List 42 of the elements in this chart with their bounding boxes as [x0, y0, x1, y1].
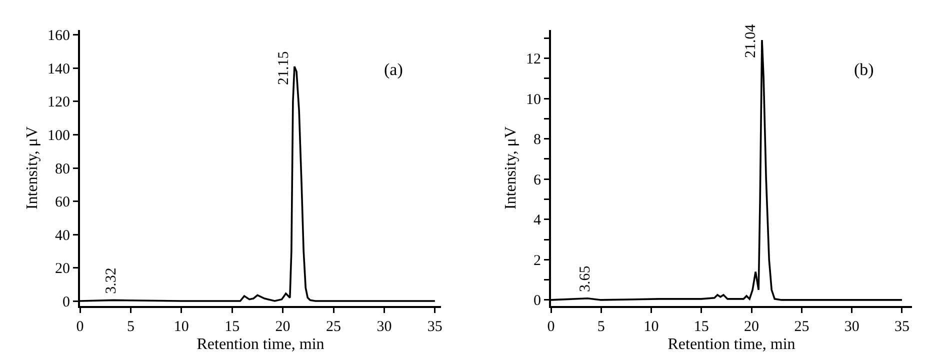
x-axis-title: Retention time, min [668, 336, 796, 354]
annotation: (b) [854, 60, 874, 79]
y-tick-label: 2 [534, 252, 541, 269]
x-axis-title: Retention time, min [196, 336, 324, 354]
x-tick-label: 35 [427, 319, 442, 335]
annotation: 3.65 [577, 266, 594, 292]
x-tick-label: 10 [644, 319, 659, 335]
y-tick-label: 120 [48, 94, 70, 111]
x-tick-label: 30 [844, 319, 860, 335]
y-axis-title: Intensity, μV [502, 126, 520, 210]
x-tick-label: 0 [76, 319, 84, 335]
x-tick-label: 20 [744, 319, 760, 335]
y-tick-label: 0 [62, 294, 70, 310]
y-tick-label: 6 [534, 172, 542, 188]
x-tick-label: 25 [794, 319, 810, 335]
y-tick-label: 100 [48, 128, 70, 144]
y-tick-label: 10 [526, 92, 541, 108]
y-tick-label: 12 [526, 51, 541, 68]
y-tick-label: 140 [48, 61, 70, 78]
x-tick-label: 30 [376, 319, 392, 335]
y-axis-title: Intensity, μV [24, 126, 41, 210]
x-tick-label: 20 [275, 319, 290, 335]
x-tick-label: 15 [224, 319, 240, 335]
y-tick-label: 8 [534, 132, 541, 148]
x-tick-label: 5 [126, 319, 134, 335]
y-tick-label: 4 [534, 212, 542, 229]
annotation: 21.04 [742, 24, 759, 58]
x-tick-label: 0 [547, 319, 555, 335]
annotation: 21.15 [276, 51, 292, 86]
y-tick-label: 40 [55, 228, 70, 244]
y-tick-label: 160 [48, 28, 70, 44]
annotation: (a) [384, 60, 403, 79]
x-tick-label: 35 [894, 319, 910, 335]
x-tick-label: 15 [694, 319, 709, 335]
x-tick-label: 5 [597, 319, 605, 335]
x-tick-label: 25 [326, 319, 342, 335]
y-tick-label: 60 [55, 194, 70, 210]
y-tick-label: 80 [55, 161, 70, 178]
annotation: 3.32 [103, 268, 120, 294]
y-tick-label: 20 [55, 261, 70, 278]
y-tick-label: 0 [534, 293, 541, 310]
x-tick-label: 10 [174, 319, 189, 335]
